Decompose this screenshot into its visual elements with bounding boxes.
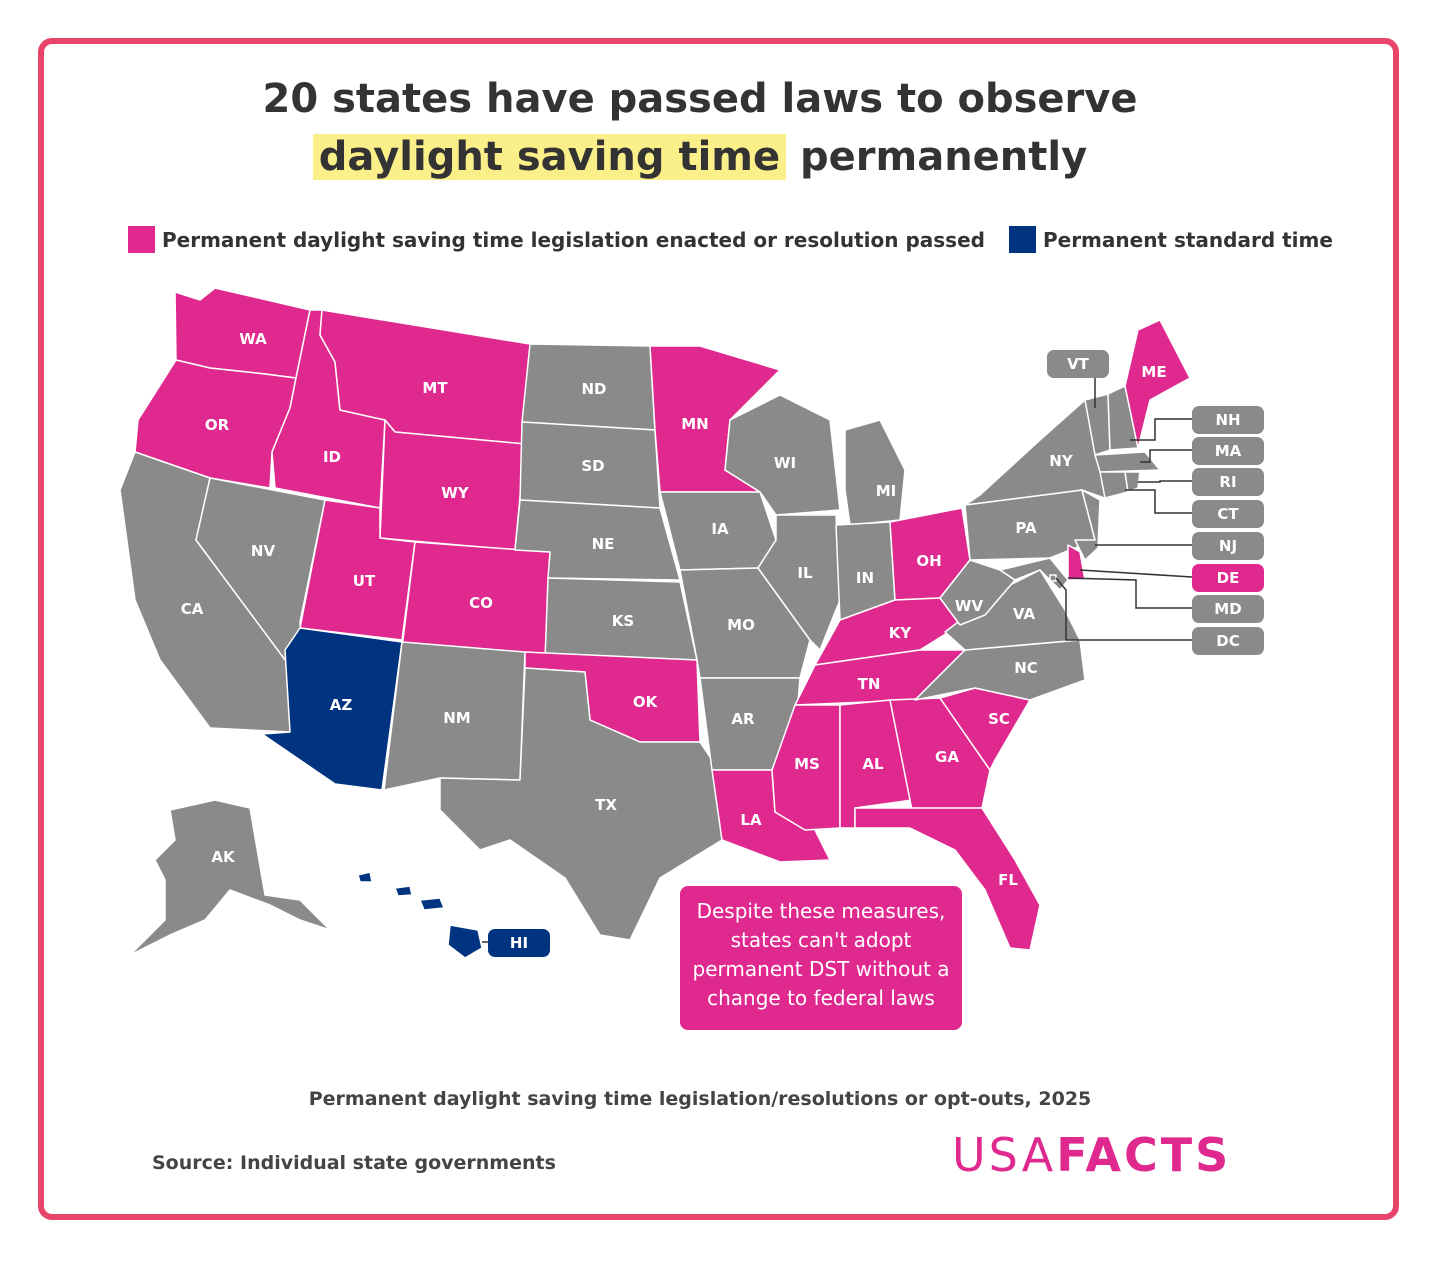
callout-label-ct: CT [1217,505,1239,523]
state-ct [1099,471,1129,499]
state-label-sd: SD [581,457,604,475]
legend-swatch-standard [1008,226,1036,253]
note-box: Despite these measures, states can't ado… [680,886,962,1030]
note-text: Despite these measures, states can't ado… [692,899,950,1010]
state-label-nd: ND [581,380,606,398]
state-ak [129,799,331,956]
callout-label-vt: VT [1067,355,1090,373]
legend-swatch-dst [128,226,155,253]
state-label-sc: SC [988,710,1010,728]
state-label-ca: CA [181,600,204,618]
map-subtitle: Permanent daylight saving time legislati… [308,1088,1092,1110]
state-dc [1049,574,1057,582]
state-label-ga: GA [935,748,959,766]
logo-light: USA [952,1128,1057,1182]
state-labels: WA OR ID MT WY CA NV UT CO AZ NM ND SD NE KS OK TX MN IA MO… [181,330,1167,889]
state-label-ia: IA [711,520,729,538]
callout-box-ri [1192,468,1264,496]
state-label-mn: MN [681,415,708,433]
state-mi [844,419,906,526]
state-label-la: LA [740,811,762,829]
state-ga [889,697,991,811]
callout-box-ma [1192,437,1264,465]
state-label-mt: MT [422,379,448,397]
state-md [999,557,1069,591]
state-ma [1094,451,1161,473]
state-label-ar: AR [731,710,755,728]
callout-box-dc [1192,627,1264,655]
state-label-id: ID [323,448,341,466]
state-label-il: IL [797,564,813,582]
callout-box-md [1192,595,1264,623]
callout-box-hi [488,929,550,957]
state-label-tn: TN [858,675,881,693]
callout-label-nj: NJ [1219,537,1237,555]
state-label-nv: NV [251,542,276,560]
usafacts-logo: USAFACTS [952,1128,1231,1182]
callout-label-hi: HI [510,934,528,952]
state-label-me: ME [1141,363,1166,381]
legend-label-standard: Permanent standard time [1042,227,1333,252]
state-label-az: AZ [330,696,353,714]
legend-item-dst: Permanent daylight saving time legislati… [128,226,985,253]
state-label-ny: NY [1049,452,1074,470]
state-label-in: IN [856,569,874,587]
state-label-ky: KY [889,624,913,642]
title-line-1: 20 states have passed laws to observe [262,76,1138,122]
state-label-wa: WA [239,330,267,348]
state-me [1124,319,1191,449]
callout-box-ct [1192,500,1264,528]
state-nj [1074,489,1101,561]
state-label-ms: MS [794,755,820,773]
state-label-wy: WY [441,484,470,502]
legend-label-dst: Permanent daylight saving time legislati… [162,227,985,252]
title-line-2: daylight saving time permanently [0,128,1400,186]
state-label-mi: MI [876,482,897,500]
state-label-tx: TX [595,796,617,814]
state-label-oh: OH [916,552,941,570]
state-label-ne: NE [592,535,615,553]
state-label-pa: PA [1015,519,1037,537]
title-highlight: daylight saving time [312,134,787,180]
callout-label-md: MD [1214,600,1241,618]
state-label-nc: NC [1014,659,1038,677]
state-ri [1124,471,1141,493]
state-label-co: CO [469,594,493,612]
callout-box-vt [1047,350,1109,378]
callout-label-de: DE [1217,569,1240,587]
state-de [1067,544,1086,581]
state-label-va: VA [1013,605,1036,623]
callout-label-dc: DC [1216,632,1239,650]
callout-lines [482,378,1193,943]
callout-box-de [1192,564,1264,592]
callout-box-nj [1192,532,1264,560]
state-label-fl: FL [998,871,1018,889]
logo-bold: FACTS [1056,1128,1232,1182]
title-rest: permanently [786,134,1088,180]
callout-box-nh [1192,406,1264,434]
state-label-mo: MO [727,616,755,634]
state-wi [724,394,841,516]
source-text: Source: Individual state governments [152,1152,556,1174]
state-label-nm: NM [443,709,470,727]
page-title: 20 states have passed laws to observe da… [0,70,1400,186]
state-fl [854,807,1041,951]
state-label-al: AL [862,755,884,773]
callout-label-ri: RI [1219,473,1236,491]
state-label-ut: UT [353,572,376,590]
callout-label-ma: MA [1215,442,1242,460]
legend-item-standard: Permanent standard time [1008,226,1333,253]
state-label-wv: WV [955,597,984,615]
state-label-wi: WI [774,454,796,472]
legend: Permanent daylight saving time legislati… [128,226,1357,253]
callout-label-nh: NH [1215,411,1240,429]
state-hi [357,871,483,959]
state-label-ak: AK [211,848,236,866]
callout-boxes: VT NH MA RI CT NJ DE MD DC HI [488,350,1264,957]
state-label-ks: KS [612,612,634,630]
state-tx [439,667,723,941]
state-label-or: OR [205,416,230,434]
state-label-ok: OK [633,693,659,711]
